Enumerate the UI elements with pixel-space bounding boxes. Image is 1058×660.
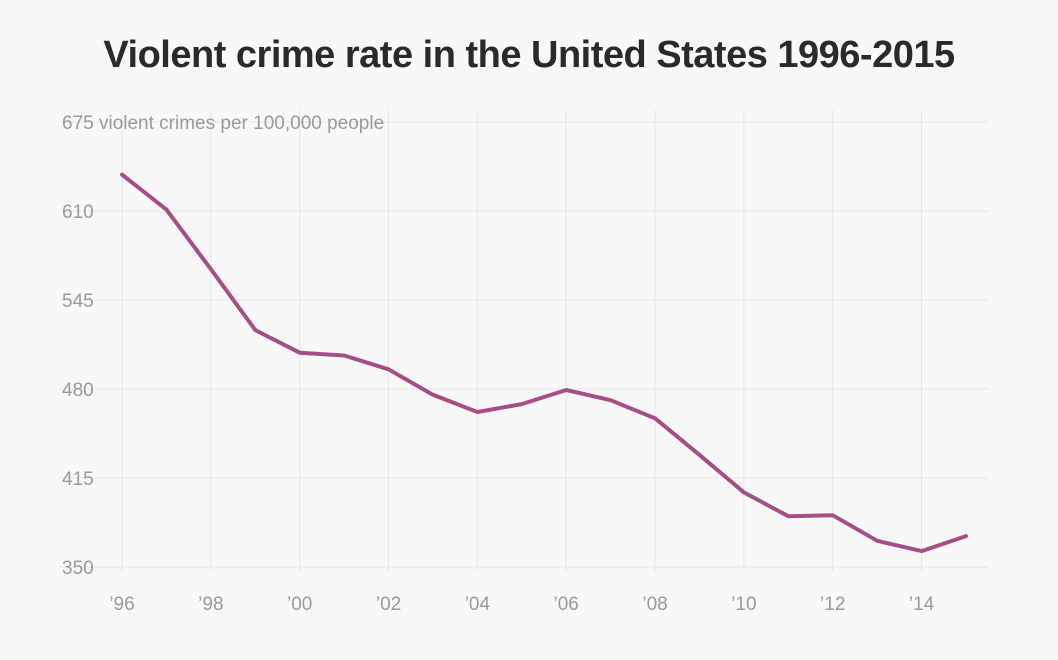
x-tick-label: ’02	[376, 594, 401, 615]
x-tick-label: ’12	[820, 594, 845, 615]
x-tick-label: ’06	[554, 594, 579, 615]
x-tick-label: ’04	[465, 594, 491, 615]
x-tick-label: ’14	[909, 594, 935, 615]
x-tick-label: ’10	[731, 594, 756, 615]
y-gridlines	[60, 121, 988, 568]
y-tick-label: 545	[62, 291, 94, 312]
y-tick-label: 350	[62, 558, 94, 579]
series-group	[120, 172, 968, 554]
x-gridlines	[121, 110, 923, 571]
x-axis-ticks: ’96 ’98 ’00 ’02 ’04 ’06 ’08 ’10 ’12 ’14	[109, 594, 934, 615]
y-tick-label: 480	[62, 380, 94, 401]
x-tick-label: ’96	[109, 594, 134, 615]
x-tick-label: ’08	[642, 594, 667, 615]
y-axis-ticks: 610 545 480 415 350	[62, 202, 94, 579]
y-tick-label: 415	[62, 469, 94, 490]
chart-title: Violent crime rate in the United States …	[103, 34, 955, 76]
y-tick-label: 610	[62, 202, 94, 223]
x-tick-label: ’98	[198, 594, 223, 615]
x-tick-label: ’00	[287, 594, 312, 615]
series-line	[120, 172, 968, 554]
y-axis-unit-label: 675 violent crimes per 100,000 people	[62, 113, 384, 134]
